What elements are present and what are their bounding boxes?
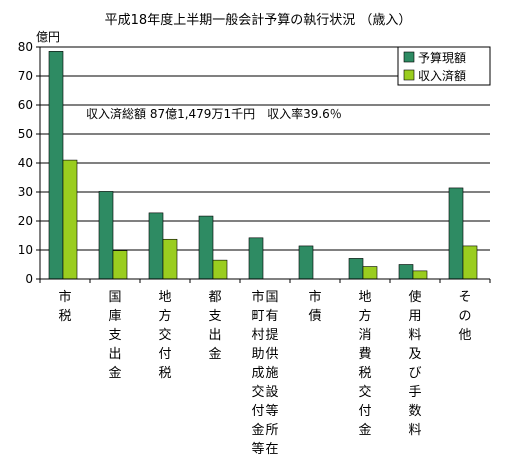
bar-budget: [148, 212, 164, 280]
legend-swatch: [403, 51, 415, 63]
y-tick-label: 80: [18, 40, 33, 54]
gridlines: [40, 46, 490, 251]
y-tick-label: 50: [18, 127, 33, 141]
x-category-label: 使用料及び手数料: [408, 289, 421, 438]
legend-label: 予算現額: [418, 50, 466, 65]
chart-title: 平成18年度上半期一般会計予算の執行状況 （歳入）: [105, 12, 412, 28]
bar-budget: [448, 187, 464, 280]
y-tick-label: 40: [18, 156, 33, 170]
bar-budget: [398, 264, 414, 280]
x-category-label: その他: [458, 290, 471, 343]
bar-received: [212, 259, 228, 280]
x-category-label: 国庫支出金: [108, 290, 121, 381]
y-axis-unit-label: 億円: [36, 30, 60, 44]
bar-received: [462, 245, 478, 280]
bar-budget: [298, 245, 314, 280]
legend-swatch: [403, 69, 415, 81]
x-category-label: 市町村助成交付金等: [251, 289, 264, 455]
y-axis-ticks: 0 10 20 30 40 50 60 70 80: [18, 40, 40, 286]
x-category-label: 国有提供施設等所在: [265, 290, 278, 455]
y-tick-label: 60: [18, 98, 33, 112]
bar-budget: [48, 51, 64, 280]
x-category-label: 市債: [308, 289, 321, 324]
x-category-label: 地方交付税: [158, 290, 171, 381]
y-tick-label: 20: [18, 214, 33, 228]
y-tick-label: 70: [18, 69, 33, 83]
bar-received: [62, 159, 78, 280]
x-category-label: 都支出金: [208, 290, 221, 362]
bar-received: [362, 266, 378, 280]
x-category-label: 地方消費税交付金: [358, 290, 371, 438]
bar-received: [112, 250, 128, 280]
y-tick-label: 10: [18, 243, 33, 257]
chart-annotation: 収入済総額 87億1,479万1千円 収入率39.6％: [86, 106, 342, 121]
axes: [39, 47, 491, 283]
y-tick-label: 30: [18, 185, 33, 199]
y-tick-label: 0: [25, 272, 33, 286]
legend-label: 収入済額: [418, 68, 466, 83]
bar-budget: [198, 215, 214, 280]
x-category-label: 市税: [58, 289, 71, 324]
bar-budget: [248, 237, 264, 280]
bar-received: [162, 238, 178, 280]
bar-budget: [348, 258, 364, 280]
bar-received: [412, 270, 428, 280]
bar-budget: [98, 191, 114, 280]
